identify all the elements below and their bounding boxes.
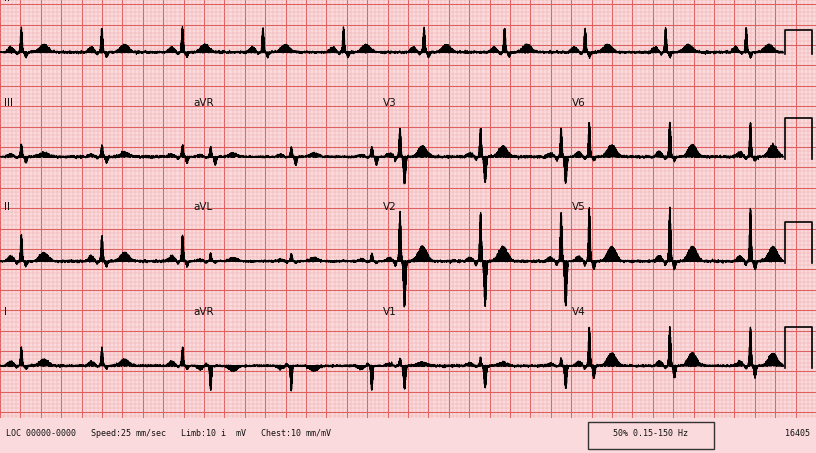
- Text: 50% 0.15-150 Hz: 50% 0.15-150 Hz: [614, 429, 688, 438]
- Text: aVR: aVR: [193, 98, 214, 108]
- Text: III: III: [4, 98, 13, 108]
- Text: V3: V3: [383, 98, 397, 108]
- Text: I: I: [4, 307, 7, 317]
- Text: aVR: aVR: [193, 307, 214, 317]
- Text: II: II: [4, 202, 10, 212]
- Text: V2: V2: [383, 202, 397, 212]
- Text: V6: V6: [572, 98, 586, 108]
- Text: aVL: aVL: [193, 202, 212, 212]
- Text: II: II: [4, 0, 10, 3]
- Text: LOC 00000-0000   Speed:25 mm/sec   Limb:10 i  mV   Chest:10 mm/mV: LOC 00000-0000 Speed:25 mm/sec Limb:10 i…: [6, 429, 331, 438]
- Text: 16405: 16405: [785, 429, 810, 438]
- Text: V1: V1: [383, 307, 397, 317]
- Text: V4: V4: [572, 307, 586, 317]
- Text: V5: V5: [572, 202, 586, 212]
- Bar: [588, 422, 714, 449]
- Bar: [0, 418, 816, 453]
